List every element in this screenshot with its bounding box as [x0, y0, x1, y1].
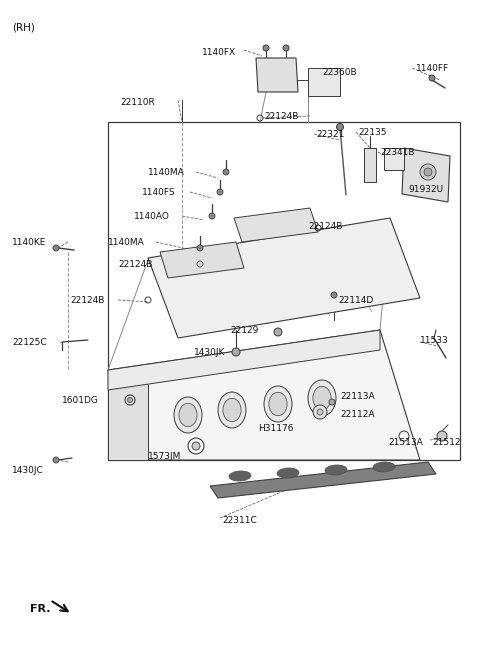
- Text: 1573JM: 1573JM: [148, 452, 181, 461]
- Polygon shape: [108, 330, 380, 390]
- Ellipse shape: [325, 465, 347, 475]
- Circle shape: [437, 431, 447, 441]
- Text: 1140FF: 1140FF: [416, 64, 449, 73]
- Text: 22113A: 22113A: [340, 392, 374, 401]
- Text: 1140MA: 1140MA: [108, 238, 145, 247]
- Circle shape: [313, 405, 327, 419]
- Circle shape: [53, 457, 59, 463]
- Ellipse shape: [373, 462, 395, 472]
- Ellipse shape: [229, 471, 251, 481]
- Ellipse shape: [308, 380, 336, 416]
- Text: (RH): (RH): [12, 22, 35, 32]
- Circle shape: [420, 164, 436, 180]
- Circle shape: [317, 409, 323, 415]
- Text: 1430JC: 1430JC: [12, 466, 44, 475]
- Ellipse shape: [313, 387, 331, 410]
- Text: 22112A: 22112A: [340, 410, 374, 419]
- Text: 1140KE: 1140KE: [12, 238, 47, 247]
- Text: 22125C: 22125C: [12, 338, 47, 347]
- Polygon shape: [256, 58, 298, 92]
- Text: 21512: 21512: [432, 438, 460, 447]
- Circle shape: [329, 399, 335, 405]
- Text: 1140FX: 1140FX: [202, 48, 236, 57]
- Text: 22321: 22321: [316, 130, 344, 139]
- Text: 22124B: 22124B: [308, 222, 342, 231]
- Circle shape: [128, 398, 132, 402]
- Text: 1430JK: 1430JK: [194, 348, 226, 357]
- Text: 22124B: 22124B: [118, 260, 152, 269]
- Polygon shape: [402, 148, 450, 202]
- Circle shape: [424, 168, 432, 176]
- Text: 11533: 11533: [420, 336, 449, 345]
- Ellipse shape: [277, 468, 299, 478]
- Polygon shape: [148, 218, 420, 338]
- Text: 1140MA: 1140MA: [148, 168, 185, 177]
- Circle shape: [232, 348, 240, 356]
- Circle shape: [336, 123, 344, 131]
- Polygon shape: [160, 242, 244, 278]
- Text: 22114D: 22114D: [338, 296, 373, 305]
- Text: 1140FS: 1140FS: [142, 188, 176, 197]
- Text: 1140AO: 1140AO: [134, 212, 170, 221]
- Circle shape: [223, 169, 229, 175]
- Circle shape: [331, 292, 337, 298]
- Circle shape: [263, 45, 269, 51]
- Polygon shape: [384, 148, 404, 170]
- Text: 22110R: 22110R: [120, 98, 155, 107]
- Ellipse shape: [179, 403, 197, 427]
- Circle shape: [192, 442, 200, 450]
- Text: 22124B: 22124B: [70, 296, 104, 305]
- Circle shape: [197, 245, 203, 251]
- Polygon shape: [108, 370, 148, 460]
- Circle shape: [209, 213, 215, 219]
- Polygon shape: [210, 462, 436, 498]
- Text: 1601DG: 1601DG: [62, 396, 99, 405]
- Polygon shape: [364, 148, 376, 182]
- Text: 21513A: 21513A: [388, 438, 423, 447]
- Circle shape: [53, 245, 59, 251]
- Circle shape: [217, 189, 223, 195]
- Text: 22124B: 22124B: [264, 112, 299, 121]
- Text: H31176: H31176: [258, 424, 293, 433]
- Text: FR.: FR.: [30, 604, 50, 614]
- Text: 22311C: 22311C: [222, 516, 257, 525]
- Text: 22129: 22129: [230, 326, 258, 335]
- Text: 91932U: 91932U: [408, 185, 443, 194]
- Text: 22360B: 22360B: [322, 68, 357, 77]
- Circle shape: [429, 75, 435, 81]
- Ellipse shape: [218, 392, 246, 428]
- Ellipse shape: [269, 392, 287, 416]
- Polygon shape: [308, 68, 340, 96]
- Ellipse shape: [264, 386, 292, 422]
- Circle shape: [274, 328, 282, 336]
- Text: 22135: 22135: [358, 128, 386, 137]
- Circle shape: [283, 45, 289, 51]
- Ellipse shape: [223, 398, 241, 422]
- Polygon shape: [234, 208, 318, 242]
- Polygon shape: [108, 330, 420, 460]
- Ellipse shape: [174, 397, 202, 433]
- Text: 22341B: 22341B: [380, 148, 415, 157]
